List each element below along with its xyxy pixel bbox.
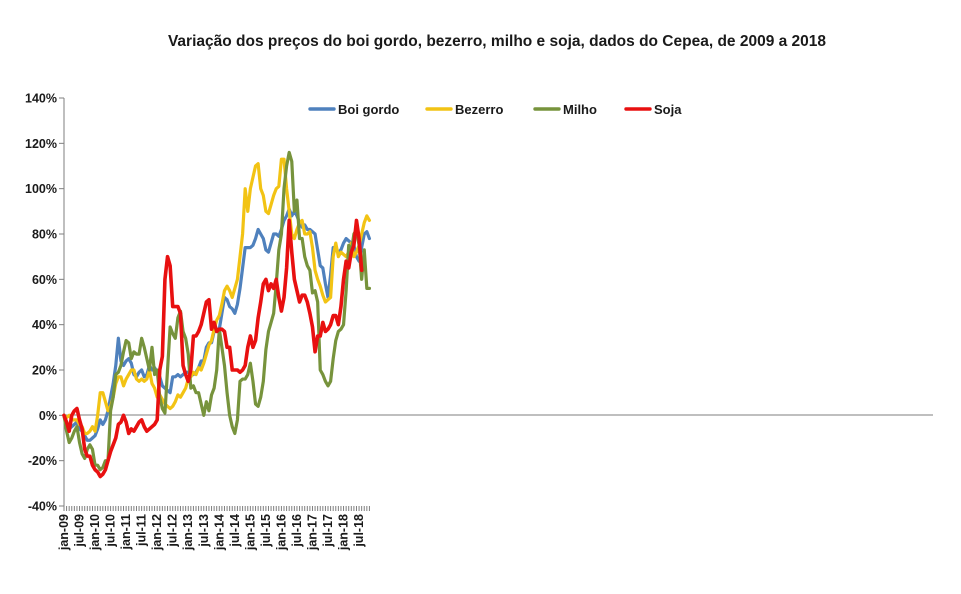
x-tick-label: jul-18 bbox=[352, 514, 366, 548]
x-tick-label: jul-17 bbox=[321, 514, 335, 548]
x-tick-label: jan-18 bbox=[337, 514, 351, 551]
y-tick-label: 20% bbox=[32, 364, 57, 378]
y-tick-label: 40% bbox=[32, 318, 57, 332]
x-tick-label: jan-15 bbox=[243, 514, 257, 551]
x-tick-label: jul-11 bbox=[135, 514, 149, 547]
x-tick-label: jan-13 bbox=[181, 514, 195, 551]
x-tick-label: jan-14 bbox=[212, 514, 226, 551]
x-tick-label: jan-09 bbox=[57, 514, 71, 551]
legend-label: Boi gordo bbox=[338, 102, 399, 117]
chart-title: Variação dos preços do boi gordo, bezerr… bbox=[168, 33, 826, 50]
x-tick-label: jan-11 bbox=[119, 514, 133, 550]
series-lines bbox=[62, 150, 372, 479]
legend-label: Milho bbox=[563, 102, 597, 117]
x-tick-label: jan-10 bbox=[88, 514, 102, 551]
legend-label: Bezerro bbox=[455, 102, 503, 117]
x-tick-label: jul-15 bbox=[259, 514, 273, 548]
x-tick-label: jul-12 bbox=[166, 514, 180, 548]
series-line-soja bbox=[62, 218, 364, 479]
x-tick-label: jan-16 bbox=[274, 514, 288, 551]
y-tick-label: -40% bbox=[28, 500, 57, 514]
legend: Boi gordo Bezerro Milho Soja bbox=[308, 102, 682, 117]
y-tick-label: -20% bbox=[28, 454, 57, 468]
y-tick-label: 80% bbox=[32, 228, 57, 242]
y-axis-ticks: 140% 120% 100% 80% 60% 40% 20% 0% -20% -40% bbox=[25, 92, 64, 514]
y-tick-label: 100% bbox=[25, 182, 57, 196]
x-tick-label: jul-14 bbox=[228, 514, 242, 548]
y-tick-label: 60% bbox=[32, 273, 57, 287]
y-tick-label: 120% bbox=[25, 137, 57, 151]
series-line-milho bbox=[62, 150, 372, 472]
x-tick-label: jan-12 bbox=[150, 514, 164, 551]
x-tick-label: jan-17 bbox=[305, 514, 319, 551]
x-tick-label: jul-10 bbox=[104, 514, 118, 548]
y-tick-label: 0% bbox=[39, 409, 57, 423]
x-tick-label: jul-09 bbox=[73, 514, 87, 548]
x-tick-label: jul-16 bbox=[290, 514, 304, 548]
x-axis-ticks: jan-09 jul-09 jan-10 jul-10 jan-11 jul-11 jan-… bbox=[57, 506, 370, 551]
legend-label: Soja bbox=[654, 102, 682, 117]
series-line-bezerro bbox=[62, 157, 372, 436]
y-tick-label: 140% bbox=[25, 92, 57, 106]
x-tick-label: jul-13 bbox=[197, 514, 211, 548]
